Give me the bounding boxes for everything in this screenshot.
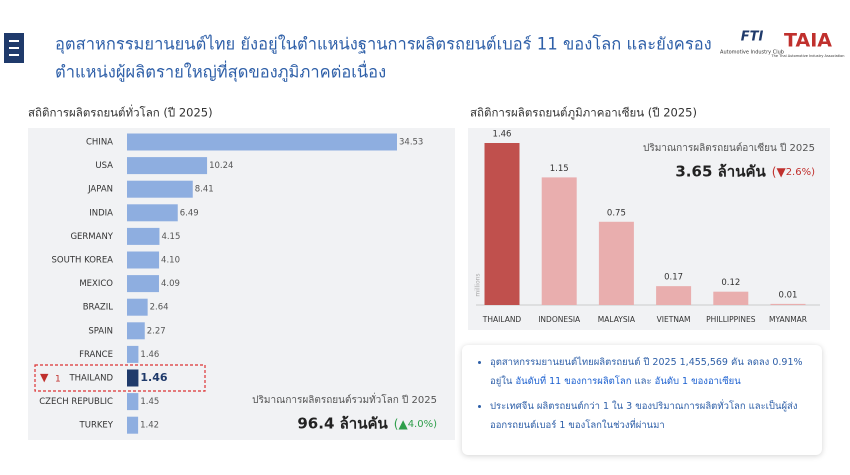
- category-label: INDONESIA: [538, 315, 581, 324]
- change: (▼2.6%): [772, 165, 815, 179]
- logo: TAIA: [784, 30, 832, 52]
- value-label: 4.09: [161, 279, 180, 289]
- value-label: 0.01: [779, 290, 798, 300]
- category-label: CZECH REPUBLIC: [39, 397, 113, 407]
- bar: [127, 157, 208, 175]
- value-label: 6.49: [180, 208, 199, 218]
- bar: [598, 221, 634, 305]
- value-label: 1.45: [140, 397, 159, 407]
- value-label: 4.15: [161, 232, 180, 242]
- bullet-text: ประเทศจีน ผลิตรถยนต์กว่า 1 ใน 3 ของปริมา…: [490, 401, 798, 431]
- panel: [468, 128, 830, 330]
- bullet: อุตสาหกรรมยานยนต์ไทยผลิตรถยนต์ ปี 2025 1…: [490, 353, 810, 391]
- bar: [127, 393, 139, 411]
- value-label: 1.46: [140, 350, 159, 360]
- logo: FTI: [741, 30, 764, 45]
- category-label: VIETNAM: [657, 315, 691, 324]
- chart-title: สถิติการผลิตรถยนต์ภูมิภาคอาเซียน (ปี 202…: [470, 106, 697, 120]
- total: 96.4 ล้านคัน: [297, 415, 388, 433]
- total-caption: ปริมาณการผลิตรถยนต์รวมทั่วโลก ปี 2025: [252, 392, 437, 406]
- value-label: 1.15: [550, 164, 569, 174]
- rank-arrow: ▼: [40, 371, 49, 384]
- total: 3.65 ล้านคัน: [675, 163, 766, 181]
- value-label: 1.42: [140, 421, 159, 431]
- bullet-list: อุตสาหกรรมยานยนต์ไทยผลิตรถยนต์ ปี 2025 1…: [490, 353, 810, 435]
- bullet-text: อุตสาหกรรมยานยนต์ไทยผลิตรถยนต์ ปี 2025 1…: [490, 357, 803, 387]
- bar: [484, 143, 520, 305]
- category-label: CHINA: [86, 138, 113, 148]
- logo-caption: Automotive Industry Club: [720, 50, 784, 56]
- value-label: 0.75: [607, 208, 626, 218]
- bullet-box: อุตสาหกรรมยานยนต์ไทยผลิตรถยนต์ ปี 2025 1…: [462, 345, 822, 455]
- value-label: 34.53: [399, 138, 423, 148]
- bar: [127, 227, 160, 245]
- bar: [127, 275, 159, 293]
- chart-title: สถิติการผลิตรถยนต์ทั่วโลก (ปี 2025): [28, 105, 213, 120]
- category-label: FRANCE: [79, 350, 113, 360]
- highlight-box: [34, 364, 206, 392]
- bullet: ประเทศจีน ผลิตรถยนต์กว่า 1 ใน 3 ของปริมา…: [490, 397, 810, 435]
- logo-caption: The Thai Automotive Industry Association: [770, 54, 844, 58]
- category-label: GERMANY: [70, 232, 113, 242]
- change: (▲4.0%): [394, 417, 437, 431]
- category-label: SOUTH KOREA: [52, 256, 114, 266]
- category-label: THAILAND: [482, 315, 522, 324]
- category-label: BRAZIL: [83, 303, 114, 313]
- bullet-text: อันดับ 1 ของอาเซียน: [654, 376, 741, 387]
- bar: [127, 345, 139, 363]
- category-label: MALAYSIA: [598, 315, 636, 324]
- value-label: 8.41: [195, 185, 214, 195]
- value-label: 2.27: [147, 326, 166, 336]
- value-label: 2.64: [150, 303, 169, 313]
- rank: 1: [55, 375, 61, 385]
- value-label: 1.46: [140, 371, 167, 384]
- title-line: ตำแหน่งผู้ผลิตรายใหญ่ที่สุดของภูมิภาคต่อ…: [55, 61, 386, 83]
- category-label: THAILAND: [68, 374, 113, 384]
- y-label: millions: [475, 273, 482, 296]
- value-label: 10.24: [209, 161, 233, 171]
- change-value: 2.6%: [786, 167, 811, 178]
- menu-lines: [9, 40, 19, 56]
- category-label: SPAIN: [88, 326, 113, 336]
- bar: [127, 251, 160, 269]
- bar: [770, 303, 806, 305]
- bar: [127, 369, 139, 387]
- value-label: 4.10: [161, 256, 180, 266]
- title-line: อุตสาหกรรมยานยนต์ไทย ยังอยู่ในตำแหน่งฐาน…: [55, 35, 712, 55]
- bar: [127, 180, 193, 198]
- bar: [541, 177, 577, 305]
- category-label: INDIA: [89, 208, 113, 218]
- category-label: JAPAN: [87, 185, 113, 195]
- bar: [656, 286, 692, 305]
- change-value: 4.0%: [408, 419, 433, 430]
- value-label: 0.12: [721, 278, 740, 288]
- bar: [127, 133, 397, 151]
- bar: [127, 322, 145, 340]
- value-label: 0.17: [664, 273, 683, 283]
- charts: สถิติการผลิตรถยนต์ทั่วโลก (ปี 2025) CHINA…: [28, 105, 820, 434]
- category-label: MEXICO: [79, 279, 113, 289]
- bullet-text: และ: [634, 376, 652, 387]
- category-label: PHILLIPPINES: [706, 315, 756, 324]
- category-label: MYANMAR: [769, 315, 807, 324]
- bar: [713, 291, 749, 305]
- bullet-text: อันดับที่ 11 ของการผลิตโลก: [515, 376, 632, 387]
- category-label: TURKEY: [79, 421, 114, 431]
- panel: [28, 128, 455, 440]
- bar: [127, 204, 178, 222]
- category-label: USA: [95, 161, 113, 171]
- bar: [127, 298, 148, 316]
- total-caption: ปริมาณการผลิตรถยนต์อาเซียน ปี 2025: [643, 142, 815, 154]
- bar: [127, 416, 139, 434]
- value-label: 1.46: [493, 130, 512, 140]
